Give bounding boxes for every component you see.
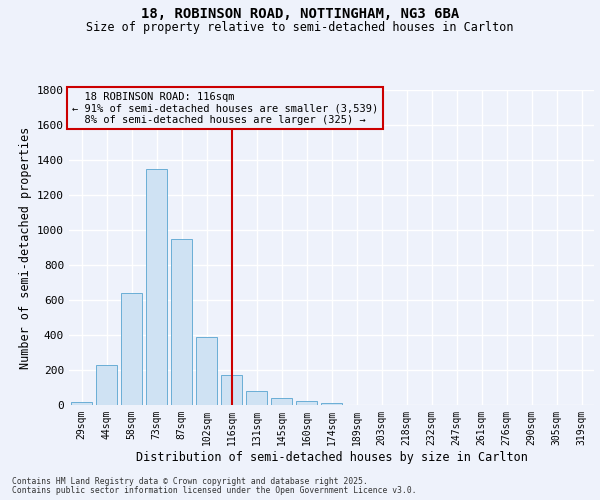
Bar: [96, 365, 117, 405]
Text: Contains public sector information licensed under the Open Government Licence v3: Contains public sector information licen…: [12, 486, 416, 495]
Bar: [221, 375, 242, 405]
Y-axis label: Number of semi-detached properties: Number of semi-detached properties: [19, 126, 32, 368]
Bar: [171, 239, 192, 405]
Bar: [71, 402, 92, 405]
Bar: [321, 403, 342, 405]
X-axis label: Distribution of semi-detached houses by size in Carlton: Distribution of semi-detached houses by …: [136, 450, 527, 464]
Bar: [271, 398, 292, 405]
Text: Size of property relative to semi-detached houses in Carlton: Size of property relative to semi-detach…: [86, 21, 514, 34]
Text: 18 ROBINSON ROAD: 116sqm
← 91% of semi-detached houses are smaller (3,539)
  8% : 18 ROBINSON ROAD: 116sqm ← 91% of semi-d…: [71, 92, 378, 125]
Text: 18, ROBINSON ROAD, NOTTINGHAM, NG3 6BA: 18, ROBINSON ROAD, NOTTINGHAM, NG3 6BA: [141, 8, 459, 22]
Bar: [121, 293, 142, 405]
Bar: [296, 400, 317, 405]
Text: Contains HM Land Registry data © Crown copyright and database right 2025.: Contains HM Land Registry data © Crown c…: [12, 477, 368, 486]
Bar: [246, 391, 267, 405]
Bar: [196, 337, 217, 405]
Bar: [146, 168, 167, 405]
